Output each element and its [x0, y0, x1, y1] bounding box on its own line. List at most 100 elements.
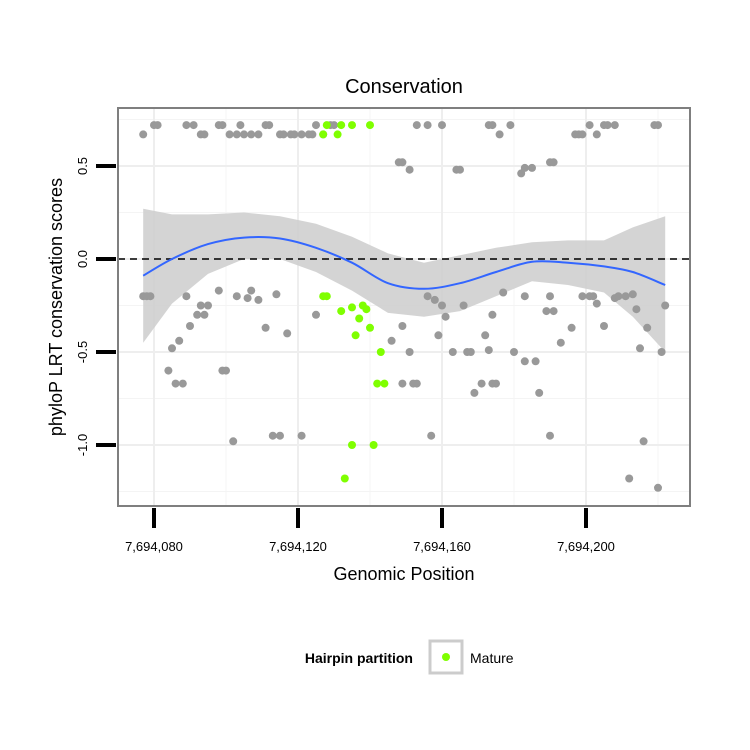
- point-other: [578, 292, 587, 301]
- point-other: [254, 295, 263, 304]
- point-other: [546, 292, 554, 301]
- point-other: [387, 336, 396, 345]
- point-other: [261, 323, 270, 332]
- point-other: [168, 344, 176, 353]
- point-other: [218, 121, 227, 130]
- point-other: [632, 305, 641, 314]
- point-other: [430, 295, 439, 304]
- point-other: [438, 121, 446, 130]
- point-other: [441, 312, 450, 321]
- x-tick-label: 7,694,080: [125, 539, 183, 554]
- y-tick-label: 0.0: [75, 250, 90, 268]
- y-axis: 0.5 0.0 -0.5 -1.0: [75, 157, 116, 456]
- point-other: [546, 431, 554, 440]
- point-other: [265, 121, 274, 130]
- point-other: [398, 379, 407, 388]
- series-other: [139, 121, 670, 492]
- point-other: [276, 431, 284, 440]
- point-other: [193, 310, 202, 319]
- point-other: [488, 310, 497, 319]
- point-mature: [322, 292, 331, 301]
- point-other: [448, 348, 457, 356]
- point-other: [290, 130, 299, 139]
- point-other: [661, 301, 670, 310]
- point-other: [189, 121, 198, 130]
- point-other: [405, 348, 414, 356]
- point-mature: [355, 314, 364, 323]
- point-other: [175, 336, 184, 345]
- point-other: [398, 158, 407, 167]
- point-mature: [348, 441, 356, 449]
- chart-title: Conservation: [345, 76, 463, 98]
- point-other: [272, 290, 281, 299]
- point-other: [567, 323, 576, 332]
- legend-key-mature: [442, 653, 450, 661]
- point-other: [520, 292, 529, 301]
- point-other: [654, 121, 662, 130]
- point-other: [423, 292, 432, 301]
- point-other: [423, 121, 432, 130]
- point-other: [542, 307, 551, 316]
- point-other: [639, 437, 648, 446]
- point-other: [589, 292, 598, 301]
- x-tick-label: 7,694,200: [557, 539, 615, 554]
- point-mature: [366, 121, 374, 130]
- point-other: [614, 292, 623, 301]
- point-other: [427, 431, 436, 440]
- point-mature: [333, 130, 342, 139]
- x-tick-label: 7,694,160: [413, 539, 471, 554]
- point-other: [254, 130, 263, 139]
- point-other: [520, 357, 529, 366]
- point-other: [484, 346, 493, 355]
- point-other: [200, 310, 209, 319]
- point-other: [312, 121, 320, 130]
- point-other: [171, 379, 180, 388]
- point-other: [625, 474, 634, 483]
- point-other: [578, 130, 587, 139]
- point-mature: [348, 121, 356, 130]
- point-other: [268, 431, 277, 440]
- point-other: [225, 130, 234, 139]
- point-mature: [369, 441, 378, 449]
- point-other: [592, 130, 601, 139]
- point-other: [603, 121, 612, 130]
- y-tick-label: 0.5: [75, 157, 90, 175]
- point-other: [654, 483, 662, 492]
- y-axis-title: phyloP LRT conservation scores: [46, 178, 66, 436]
- point-other: [643, 323, 652, 332]
- legend-label-mature: Mature: [470, 650, 514, 666]
- point-other: [549, 158, 558, 167]
- point-other: [214, 286, 223, 295]
- point-other: [481, 331, 490, 340]
- point-other: [657, 348, 666, 356]
- legend: Hairpin partition Mature: [305, 639, 514, 675]
- point-mature: [337, 121, 346, 130]
- point-other: [182, 292, 191, 301]
- point-mature: [366, 323, 374, 332]
- point-mature: [376, 348, 385, 356]
- point-other: [466, 348, 475, 356]
- point-other: [585, 121, 594, 130]
- point-other: [196, 301, 205, 310]
- point-other: [182, 121, 191, 130]
- series-mature: [319, 121, 389, 483]
- point-other: [528, 163, 536, 172]
- point-other: [279, 130, 288, 139]
- point-other: [283, 329, 292, 338]
- point-other: [229, 437, 238, 446]
- point-other: [232, 130, 241, 139]
- point-other: [236, 121, 245, 130]
- point-mature: [340, 474, 349, 483]
- point-other: [456, 165, 464, 174]
- point-other: [232, 292, 241, 301]
- point-other: [556, 338, 565, 347]
- point-other: [405, 165, 414, 174]
- point-other: [636, 344, 644, 353]
- point-other: [178, 379, 187, 388]
- point-other: [139, 130, 148, 139]
- point-mature: [373, 379, 382, 388]
- point-other: [621, 292, 630, 301]
- point-other: [412, 121, 421, 130]
- point-other: [312, 310, 320, 319]
